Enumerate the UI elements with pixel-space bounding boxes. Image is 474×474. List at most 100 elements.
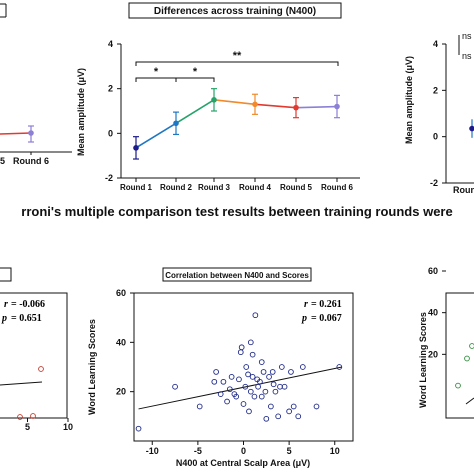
scatter-point-32 (269, 369, 276, 375)
scatter-y-ticks: 20 40 60 (116, 288, 134, 397)
scatter-point-45 (336, 364, 343, 370)
scatter-point-39 (286, 408, 292, 415)
right-scatter-point-0 (469, 343, 474, 349)
right-scatter-chart: Word Learning Scores 20 40 60 (418, 266, 474, 419)
scatter-point-41 (290, 403, 297, 410)
main-data-point-2 (211, 97, 217, 103)
right-ns-label-0: ns (462, 31, 472, 41)
main-significance-brackets: *** * (135, 50, 339, 82)
scatter-y-tick-label-2: 60 (116, 288, 126, 298)
left-scatter-r-symbol: r (4, 299, 8, 310)
main-x-tick-label-5: Round 6 (321, 183, 354, 192)
main-x-ticks: Round 1 Round 2 Round 3 Round 4 Round 5 Round… (120, 178, 354, 192)
right-scatter-y-ticks: 20 40 60 (428, 266, 446, 359)
scatter-point-9 (228, 374, 235, 380)
scatter-point-7 (224, 398, 230, 405)
scatter-point-49 (247, 339, 254, 346)
main-series-segment-0 (135, 122, 177, 149)
scatter-y-tick-label-0: 20 (116, 387, 126, 397)
left-scatter-frame (0, 292, 68, 419)
scatter-x-tick-label-2: 0 (241, 446, 246, 456)
scatter-point-31 (268, 403, 274, 410)
scatter-title: Correlation between N400 and Scores (165, 271, 309, 280)
main-x-tick-label-0: Round 1 (120, 183, 153, 192)
right-scatter-point-2 (464, 355, 470, 362)
main-y-axis-label: Mean amplitude (μV) (76, 68, 86, 156)
main-data-point-3 (252, 101, 258, 108)
right-y-axis-label: Mean amplitude (μV) (404, 56, 414, 144)
scatter-point-47 (258, 359, 265, 365)
scatter-fit-line (138, 366, 343, 410)
figure-caption: rroni's multiple comparison test results… (21, 204, 452, 219)
scatter-point-6 (220, 378, 227, 385)
right-scatter-point-1 (455, 382, 461, 389)
left-scatter-points (17, 366, 44, 420)
significance-bracket-1 (175, 77, 215, 82)
main-data-point-4 (293, 104, 299, 111)
right-scatter-frame (445, 292, 474, 419)
left-xtick-1: Round 6 (13, 156, 49, 166)
left-scatter-x-tick-label-0: 5 (25, 422, 30, 432)
significance-label-2: ** (233, 50, 242, 62)
scatter-point-5 (217, 391, 224, 397)
main-y-ticks: -2 0 2 4 (105, 39, 121, 183)
left-scatter-chart: 5 10 r = -0.066 p = 0.651 (0, 267, 73, 432)
scatter-point-38 (281, 383, 288, 390)
significance-bracket-0 (135, 77, 177, 82)
right-scatter-points (455, 343, 474, 389)
scatter-point-13 (237, 349, 244, 356)
scatter-point-17 (245, 371, 251, 378)
main-series-segment-3 (254, 103, 297, 109)
left-xtick-0: 5 (0, 156, 5, 166)
left-scatter-p-value: = 0.651 (11, 313, 42, 324)
main-y-tick-label-2: 2 (108, 84, 113, 94)
right-y-tick-label-0: -2 (430, 178, 438, 188)
left-data-point (28, 130, 34, 136)
main-x-tick-label-1: Round 2 (160, 183, 193, 192)
significance-bracket-2 (135, 61, 339, 66)
scatter-x-tick-label-4: 10 (330, 446, 340, 456)
center-scatter-chart: Correlation between N400 and Scores Word… (87, 267, 354, 468)
significance-label-0: * (154, 66, 159, 78)
right-scatter-y-axis-label: Word Learning Scores (418, 312, 428, 408)
scatter-p-symbol: p (301, 313, 307, 324)
left-scatter-point-1 (17, 414, 23, 420)
scatter-point-18 (246, 408, 252, 415)
right-partial-chart: Mean amplitude (μV) -2 0 2 4 Round ns ns (404, 31, 474, 195)
scatter-point-27 (260, 369, 267, 375)
scatter-point-40 (288, 369, 294, 375)
scatter-x-tick-label-0: -10 (146, 446, 159, 456)
right-scatter-y-tick-label-0: 20 (428, 349, 438, 359)
scatter-points (135, 312, 343, 432)
scatter-point-30 (266, 374, 272, 380)
scatter-point-33 (270, 381, 277, 388)
right-y-tick-label-3: 4 (433, 39, 438, 49)
scatter-point-28 (262, 388, 269, 395)
left-series-segment (0, 132, 32, 135)
main-series-segment-4 (295, 105, 338, 109)
scatter-point-20 (249, 351, 256, 358)
scatter-point-21 (251, 393, 258, 400)
scatter-r-value: = 0.261 (311, 299, 342, 310)
right-scatter-y-tick-label-2: 60 (428, 266, 438, 276)
left-scatter-x-tick-label-1: 10 (63, 422, 73, 432)
scatter-x-tick-label-1: -5 (194, 446, 202, 456)
scatter-point-4 (213, 369, 219, 375)
scatter-p-value: = 0.067 (311, 313, 342, 324)
scatter-point-0 (135, 425, 142, 432)
scatter-x-tick-label-3: 5 (287, 446, 292, 456)
left-series (0, 125, 34, 155)
left-scatter-point-2 (30, 413, 36, 419)
right-scatter-fit-line (465, 397, 474, 405)
scatter-x-axis-label: N400 at Central Scalp Area (μV) (176, 458, 310, 468)
right-y-ticks: -2 0 2 4 (430, 39, 446, 188)
main-series (133, 88, 340, 160)
left-scatter-x-ticks: 5 10 (25, 418, 73, 432)
left-partial-chart: 5 Round 6 (0, 125, 72, 166)
scatter-point-37 (278, 364, 285, 370)
main-y-tick-label-3: 4 (108, 39, 113, 49)
scatter-x-ticks: -10 -5 0 5 10 (146, 441, 340, 456)
main-x-tick-label-4: Round 5 (280, 183, 313, 192)
right-data-point (469, 125, 474, 132)
